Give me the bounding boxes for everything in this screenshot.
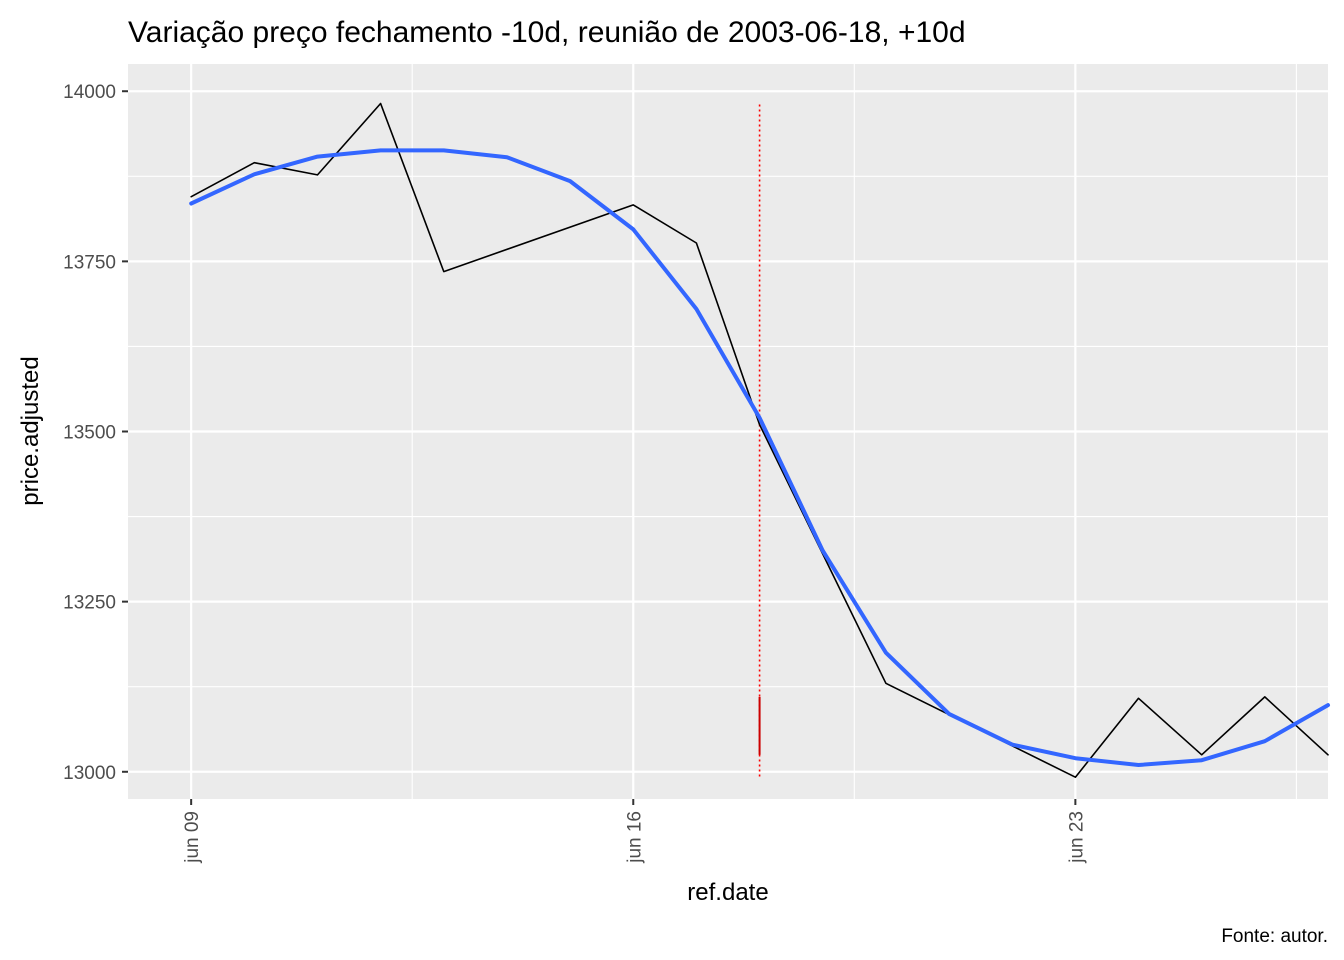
- chart-title: Variação preço fechamento -10d, reunião …: [128, 16, 966, 49]
- x-tick-label: jun 16: [624, 811, 645, 864]
- y-axis-title: price.adjusted: [17, 356, 44, 505]
- y-tick-label: 13750: [63, 252, 116, 273]
- x-axis-title: ref.date: [687, 879, 768, 906]
- x-axis: jun 09 jun 16 jun 23: [182, 799, 1087, 864]
- y-axis: 13000 13250 13500 13750 14000: [63, 82, 128, 784]
- y-tick-label: 14000: [63, 82, 116, 103]
- series-smooth-line: [189, 148, 1330, 767]
- y-tick-label: 13250: [63, 593, 116, 614]
- grid-major: [128, 64, 1328, 799]
- caption: Fonte: autor.: [1221, 926, 1328, 947]
- y-tick-label: 13500: [63, 423, 116, 444]
- x-tick-label: jun 09: [182, 811, 203, 864]
- series-price-line: [190, 102, 1329, 779]
- y-tick-label: 13000: [63, 763, 116, 784]
- series-layer: [189, 102, 1330, 779]
- x-tick-label: jun 23: [1066, 811, 1087, 864]
